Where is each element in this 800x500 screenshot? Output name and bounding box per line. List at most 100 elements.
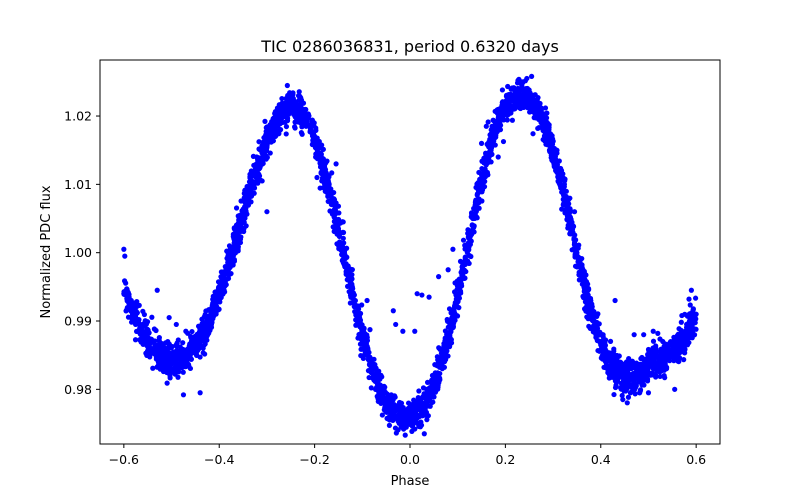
data-point — [298, 103, 304, 109]
data-point — [693, 311, 699, 317]
data-point — [678, 349, 684, 355]
data-point — [301, 121, 307, 127]
data-point — [147, 354, 153, 360]
data-point — [560, 188, 567, 194]
data-point — [596, 321, 602, 327]
data-point — [479, 172, 485, 179]
data-point — [138, 339, 144, 345]
data-point — [560, 202, 566, 208]
data-point — [407, 410, 413, 416]
data-point — [298, 130, 304, 136]
data-point — [199, 337, 205, 344]
data-point — [364, 297, 370, 304]
data-point — [372, 362, 378, 368]
data-point — [340, 235, 346, 241]
data-point — [355, 306, 362, 312]
data-point — [319, 164, 325, 170]
data-point — [197, 390, 203, 396]
data-point — [496, 106, 502, 112]
data-point — [388, 395, 394, 401]
data-point — [490, 117, 497, 124]
data-point — [645, 362, 652, 369]
data-point — [556, 170, 562, 176]
data-point — [276, 113, 282, 119]
data-point — [348, 292, 354, 298]
data-point — [658, 366, 665, 372]
data-point — [305, 111, 311, 117]
data-point — [625, 394, 632, 400]
data-point — [296, 97, 302, 103]
data-point — [180, 355, 187, 362]
data-point — [616, 353, 622, 359]
data-point — [488, 147, 494, 153]
data-point — [431, 394, 437, 400]
data-point — [357, 317, 364, 323]
data-point — [586, 310, 592, 316]
data-point — [379, 389, 385, 395]
data-point — [460, 269, 467, 275]
data-point — [355, 335, 361, 341]
data-point — [210, 300, 216, 306]
data-point — [635, 361, 641, 368]
y-tick-label: 1.00 — [64, 245, 92, 260]
data-point — [572, 232, 578, 238]
data-point — [187, 341, 193, 347]
data-point — [194, 331, 200, 338]
data-point — [417, 424, 423, 430]
data-point — [633, 383, 639, 389]
data-point — [137, 326, 143, 332]
data-point — [647, 352, 653, 358]
data-point — [250, 153, 257, 159]
data-point — [164, 368, 170, 374]
data-point — [672, 386, 678, 392]
data-point — [479, 165, 485, 172]
x-tick-label: −0.2 — [299, 452, 329, 467]
data-point — [652, 354, 658, 360]
data-point — [235, 220, 241, 226]
data-point — [399, 410, 405, 416]
data-point — [391, 404, 398, 410]
data-point — [676, 326, 682, 332]
data-point — [145, 337, 151, 343]
data-point — [275, 123, 281, 129]
data-point — [524, 105, 531, 111]
data-point — [483, 123, 489, 129]
data-point — [519, 79, 525, 85]
data-point — [392, 425, 399, 431]
data-point — [535, 125, 541, 132]
data-point — [294, 117, 300, 123]
data-point — [571, 242, 578, 248]
data-point — [407, 414, 413, 420]
data-point — [233, 229, 239, 235]
data-point — [619, 392, 625, 399]
data-point — [484, 158, 490, 164]
data-point — [650, 338, 657, 344]
data-point — [431, 383, 437, 389]
data-point — [435, 384, 441, 390]
data-point — [582, 276, 588, 282]
data-point — [271, 117, 277, 123]
data-point — [256, 146, 262, 152]
data-point — [559, 206, 565, 212]
y-axis-label: Normalized PDC flux — [39, 185, 54, 318]
data-point — [292, 101, 298, 107]
data-point — [429, 372, 436, 379]
data-point — [535, 101, 541, 108]
data-point — [620, 385, 626, 391]
data-point — [500, 113, 506, 119]
data-point — [685, 330, 691, 336]
data-point — [243, 195, 249, 201]
data-point — [347, 280, 353, 287]
data-point — [590, 323, 597, 329]
data-point — [145, 343, 151, 349]
data-point — [372, 386, 379, 393]
data-point — [577, 256, 583, 262]
data-point — [217, 299, 223, 305]
data-point — [680, 344, 687, 350]
data-point — [165, 339, 171, 345]
data-point — [403, 424, 409, 430]
data-point — [323, 183, 330, 189]
data-point — [645, 390, 652, 396]
data-point — [640, 372, 647, 378]
data-point — [469, 222, 475, 228]
